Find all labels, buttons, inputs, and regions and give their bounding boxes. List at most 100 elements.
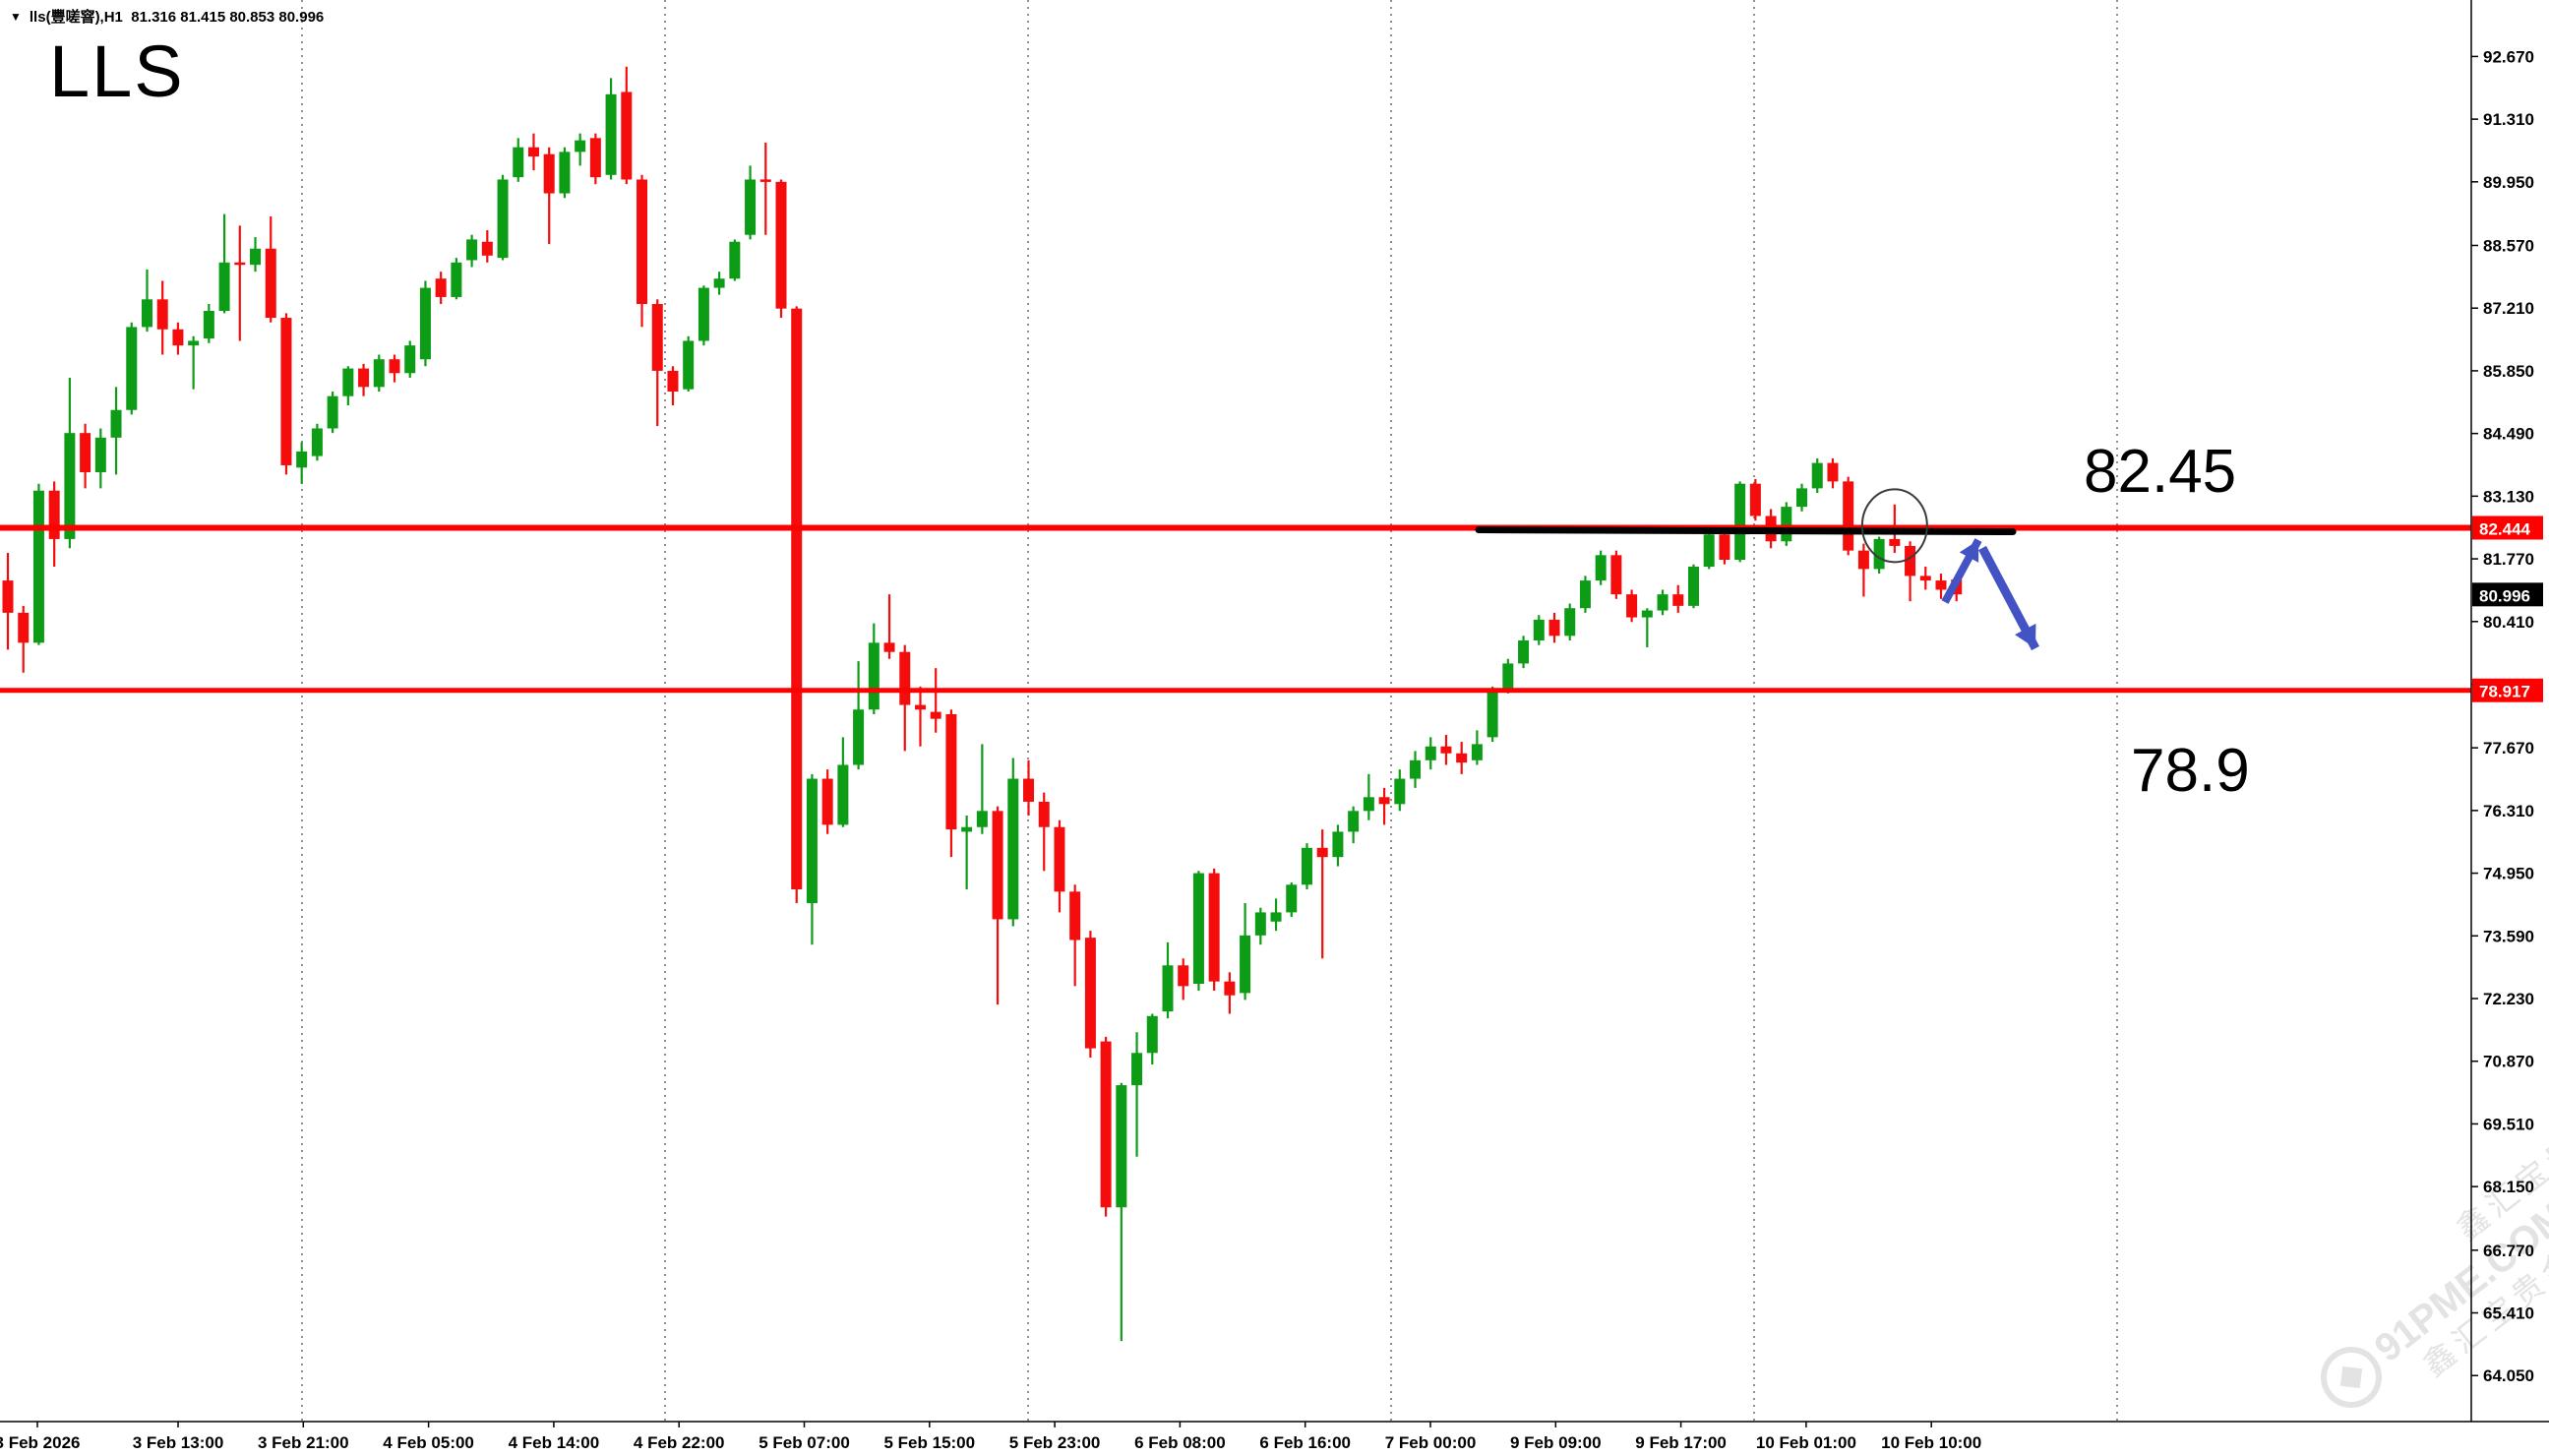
candle (1348, 806, 1360, 844)
time-tick-label: 4 Feb 14:00 (509, 1433, 600, 1452)
candle (868, 623, 880, 714)
candle (1316, 829, 1328, 959)
candle (914, 686, 926, 747)
candle (1734, 481, 1746, 563)
candle (1471, 730, 1483, 765)
symbol-dropdown-icon[interactable]: ▼ (10, 9, 22, 24)
candle (342, 366, 354, 406)
time-tick-label: 4 Feb 05:00 (383, 1433, 474, 1452)
candle (759, 143, 771, 235)
candle (1548, 612, 1560, 643)
price-tick-label: 77.670 (2483, 739, 2534, 758)
candle (683, 335, 695, 392)
candle (637, 174, 648, 328)
candle (1533, 615, 1545, 645)
trendline[interactable] (1475, 526, 2017, 536)
candle (961, 816, 973, 889)
candle (497, 174, 509, 261)
time-tick-label: 9 Feb 17:00 (1635, 1433, 1727, 1452)
price-tick-label: 87.210 (2483, 299, 2534, 318)
candle (621, 66, 633, 185)
candle (1162, 941, 1174, 1019)
candle (698, 285, 709, 346)
candle (1208, 868, 1220, 992)
candle (1873, 536, 1885, 575)
candle (188, 335, 200, 390)
time-tick-label: 4 Feb 22:00 (634, 1433, 725, 1452)
candle (883, 594, 895, 659)
candle (1254, 907, 1266, 945)
candle (389, 354, 400, 383)
candle (1378, 787, 1390, 825)
symbol-label: LLS (49, 30, 185, 112)
time-tick-label: 6 Feb 08:00 (1134, 1433, 1226, 1452)
candle (976, 744, 988, 834)
candle (1781, 502, 1792, 546)
time-tick-label: 6 Feb 16:00 (1259, 1433, 1351, 1452)
arrow-annotation[interactable] (1941, 538, 2039, 651)
candle (775, 179, 787, 319)
candle (806, 773, 818, 945)
candle (745, 165, 757, 240)
candle (1131, 1032, 1143, 1157)
candle (1827, 457, 1839, 489)
current-price-badge: 80.996 (2472, 582, 2543, 607)
candle (1394, 769, 1406, 812)
candle (156, 280, 168, 355)
candle (48, 481, 60, 568)
price-tick-label: 83.130 (2483, 487, 2534, 506)
time-tick-label: 9 Feb 09:00 (1510, 1433, 1602, 1452)
candle (1595, 550, 1607, 585)
candle (1178, 958, 1189, 1001)
circle-annotation[interactable] (1860, 488, 1928, 564)
candle (605, 78, 617, 180)
candle (1672, 584, 1684, 613)
time-tick-label: 3 Feb 2026 (0, 1433, 80, 1452)
candle (1054, 819, 1065, 913)
candle (791, 306, 803, 904)
candle (218, 213, 230, 314)
candle (1363, 773, 1374, 820)
time-tick-label: 5 Feb 07:00 (759, 1433, 850, 1452)
candle (1023, 759, 1035, 817)
candle (1796, 483, 1808, 512)
price-tick-label: 69.510 (2483, 1115, 2534, 1133)
price-tick-label: 92.670 (2483, 47, 2534, 66)
candle (837, 737, 849, 827)
svg-text:82.444: 82.444 (2479, 519, 2531, 538)
candle (1703, 531, 1715, 570)
time-tick-label: 3 Feb 21:00 (258, 1433, 349, 1452)
chart-header[interactable]: ▼ lls(豐嗟窨),H1 81.316 81.415 80.853 80.99… (10, 6, 324, 27)
candle (1116, 1082, 1127, 1342)
candle (32, 483, 44, 645)
candle (1286, 881, 1298, 918)
candle (1224, 972, 1236, 1014)
candle (1425, 737, 1436, 770)
candle (1084, 931, 1096, 1058)
candle (543, 147, 555, 245)
candle (327, 391, 338, 434)
time-tick-label: 5 Feb 15:00 (883, 1433, 975, 1452)
candle (419, 280, 431, 367)
candle (1301, 843, 1312, 889)
candle (1100, 1036, 1112, 1217)
candle (1192, 871, 1204, 992)
price-tick-label: 85.850 (2483, 362, 2534, 381)
time-tick-label: 10 Feb 10:00 (1881, 1433, 1981, 1452)
price-tick-label: 81.770 (2483, 550, 2534, 569)
price-tick-label: 65.410 (2483, 1304, 2534, 1323)
candle (1038, 792, 1050, 872)
candle (265, 215, 276, 323)
candle (1410, 751, 1422, 788)
candle (930, 668, 941, 733)
candle (1007, 758, 1019, 927)
candle (1657, 589, 1669, 616)
candle (18, 605, 30, 673)
candle (513, 138, 524, 182)
candle (64, 377, 76, 549)
candle (80, 423, 91, 489)
candle (250, 237, 262, 273)
candle (527, 133, 539, 171)
